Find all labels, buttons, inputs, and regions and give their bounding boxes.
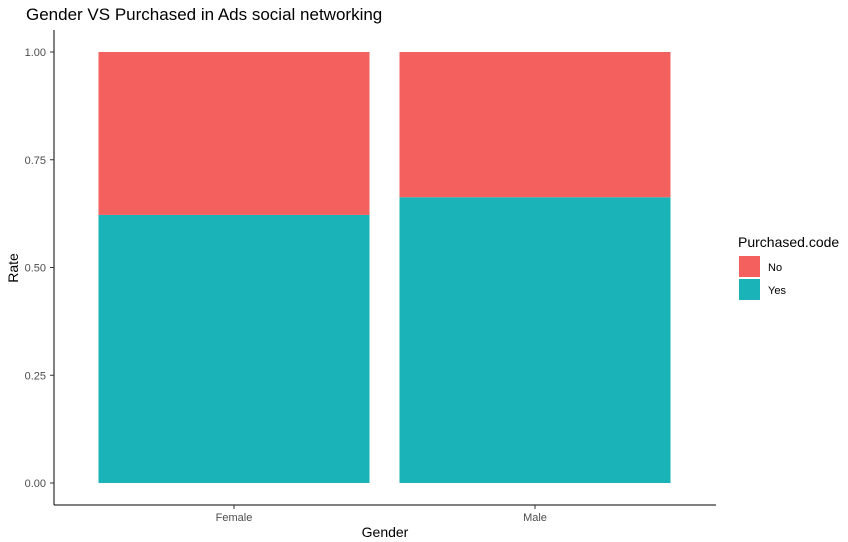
y-ticks-layer: 0.00 0.25 0.50 0.75 1.00 [25,47,54,490]
x-tick-label: Female [216,512,253,524]
y-tick-label: 1.00 [25,47,46,59]
legend: Purchased.code No Yes [738,234,839,300]
y-tick-label: 0.50 [25,263,46,275]
bar-female-no [98,52,370,215]
bar-female-yes [98,214,370,483]
legend-key-no [739,256,760,277]
y-axis-title: Rate [5,253,21,283]
bars-layer [98,52,671,483]
x-axis-title: Gender [362,524,409,540]
y-tick-label: 0.75 [25,155,46,167]
legend-key-yes [739,279,760,300]
legend-label-yes: Yes [768,285,786,297]
bar-male-no [399,52,671,198]
y-tick-label: 0.00 [25,478,46,490]
y-tick-label: 0.25 [25,370,46,382]
legend-label-no: No [768,262,782,274]
x-tick-label: Male [523,512,547,524]
x-ticks-layer: Female Male [216,505,547,524]
chart-title: Gender VS Purchased in Ads social networ… [26,5,382,24]
legend-title: Purchased.code [738,234,839,250]
bar-male-yes [399,197,671,483]
legend-entries: No Yes [739,256,786,300]
